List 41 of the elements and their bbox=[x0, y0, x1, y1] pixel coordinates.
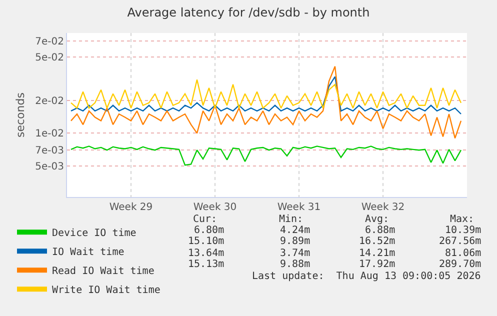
text: 6.80m bbox=[194, 225, 224, 236]
text: 17.92m bbox=[359, 259, 396, 270]
y-axis-title: seconds bbox=[14, 92, 27, 138]
x-tick-label: Week 30 bbox=[193, 202, 237, 213]
legend-label: Device IO time bbox=[52, 228, 136, 240]
x-tick-label: Week 31 bbox=[277, 202, 321, 213]
text: 13.64m bbox=[188, 248, 224, 259]
text: 10.39m bbox=[445, 225, 482, 236]
text: Max: bbox=[450, 214, 474, 225]
text: Cur: bbox=[193, 214, 218, 225]
y-tick-label: 5e-03 bbox=[35, 162, 64, 173]
text: 81.06m bbox=[445, 248, 482, 259]
y-tick-label: 2e-02 bbox=[35, 96, 64, 107]
line-series bbox=[70, 146, 462, 166]
line-series bbox=[70, 76, 462, 115]
text: 267.56m bbox=[439, 236, 482, 247]
text: Avg: bbox=[365, 214, 390, 225]
text: 15.13m bbox=[188, 259, 224, 270]
text: 3.74m bbox=[280, 248, 310, 259]
y-tick-label: 5e-02 bbox=[35, 52, 64, 64]
text: 4.24m bbox=[280, 225, 310, 236]
x-tick-label: Week 29 bbox=[109, 202, 153, 213]
y-tick-label: 7e-02 bbox=[35, 36, 64, 48]
x-tick-label: Week 32 bbox=[361, 202, 405, 213]
y-tick-label: 7e-03 bbox=[35, 146, 64, 157]
text: 6.88m bbox=[365, 225, 396, 236]
text: Min: bbox=[279, 214, 304, 225]
y-tick-label: 1e-02 bbox=[35, 128, 64, 140]
chart-title: Average latency for /dev/sdb - by month bbox=[127, 5, 370, 20]
text: 289.70m bbox=[439, 259, 482, 270]
line-series bbox=[70, 79, 462, 109]
text: 14.21m bbox=[359, 248, 396, 259]
text: Last update: Thu Aug 13 09:00:05 2026 bbox=[252, 271, 481, 282]
legend-label: IO Wait time bbox=[52, 247, 124, 258]
text: 9.88m bbox=[280, 259, 310, 270]
legend-label: Read IO Wait time bbox=[52, 266, 154, 278]
line-series bbox=[70, 66, 462, 139]
legend-label: Write IO Wait time bbox=[52, 285, 160, 296]
text: 16.52m bbox=[359, 236, 396, 247]
text: 9.89m bbox=[280, 236, 310, 247]
text: 15.10m bbox=[188, 236, 224, 247]
